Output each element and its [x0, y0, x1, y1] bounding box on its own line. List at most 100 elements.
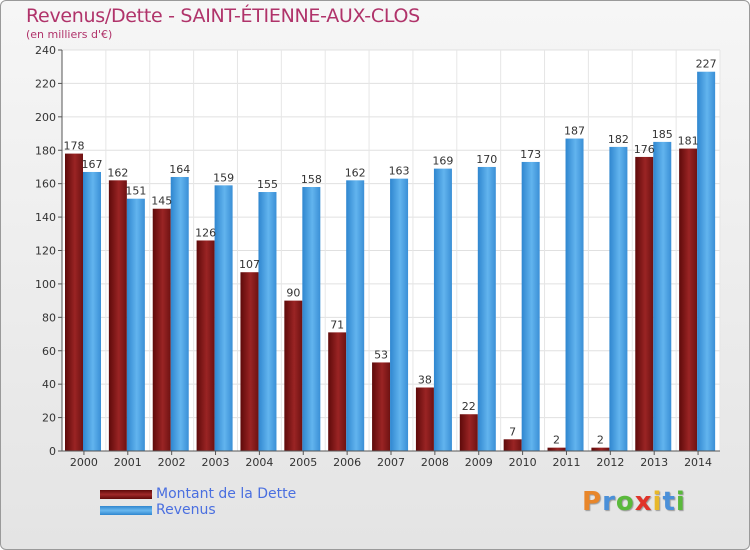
data-label-revenus: 158 [301, 173, 322, 186]
y-tick-label: 140 [35, 211, 56, 224]
x-tick-label: 2007 [377, 456, 405, 469]
data-label-dette: 107 [239, 258, 260, 271]
bar-revenus [433, 168, 452, 452]
y-tick-label: 100 [35, 278, 56, 291]
data-label-revenus: 169 [432, 155, 453, 168]
y-tick-label: 180 [35, 144, 56, 157]
y-tick-label: 160 [35, 178, 56, 191]
x-tick-label: 2014 [684, 456, 712, 469]
legend-swatch-dette [100, 490, 152, 499]
y-tick-label: 80 [42, 311, 56, 324]
legend-label-revenus: Revenus [156, 502, 216, 518]
chart-title: Revenus/Dette - SAINT-ÉTIENNE-AUX-CLOS [26, 5, 420, 27]
x-tick-label: 2006 [333, 456, 361, 469]
data-label-revenus: 173 [520, 148, 541, 161]
bar-dette [328, 332, 347, 451]
bar-revenus [390, 178, 409, 451]
data-label-revenus: 185 [652, 128, 673, 141]
bar-revenus [346, 180, 365, 451]
data-label-revenus: 182 [608, 133, 629, 146]
logo-letter: P [582, 487, 603, 517]
bar-revenus [83, 171, 101, 452]
chart-subtitle: (en milliers d'€) [26, 28, 113, 41]
logo-letter: r [602, 487, 616, 517]
bar-dette [679, 148, 698, 451]
bar-dette [372, 362, 391, 451]
logo-letter: x [634, 487, 653, 517]
y-tick-label: 40 [42, 378, 56, 391]
bar-revenus [126, 198, 145, 451]
data-label-revenus: 227 [696, 58, 717, 71]
x-tick-label: 2005 [289, 456, 317, 469]
data-label-revenus: 162 [345, 166, 366, 179]
data-label-dette: 22 [462, 400, 476, 413]
y-tick-label: 220 [35, 77, 56, 90]
bar-revenus [521, 161, 540, 451]
x-tick-label: 2008 [421, 456, 449, 469]
y-tick-label: 120 [35, 245, 56, 258]
bar-dette [591, 447, 610, 451]
data-label-revenus: 164 [169, 163, 190, 176]
data-label-dette: 178 [64, 140, 85, 153]
data-label-dette: 2 [597, 434, 604, 447]
x-tick-label: 2012 [596, 456, 624, 469]
bar-revenus [258, 192, 277, 452]
bar-dette [196, 240, 215, 451]
bar-revenus [653, 141, 672, 452]
bar-dette [108, 180, 127, 451]
bar-dette [284, 300, 303, 451]
data-label-dette: 7 [509, 425, 516, 438]
data-label-dette: 71 [330, 318, 344, 331]
data-label-dette: 2 [553, 434, 560, 447]
y-tick-label: 0 [49, 445, 56, 458]
legend-swatch-revenus [100, 506, 152, 515]
x-tick-label: 2009 [465, 456, 493, 469]
x-tick-label: 2002 [158, 456, 186, 469]
bar-dette [415, 387, 434, 451]
data-label-dette: 145 [151, 195, 172, 208]
bar-revenus [477, 166, 496, 452]
x-tick-label: 2001 [114, 456, 142, 469]
data-label-revenus: 187 [564, 125, 585, 138]
bar-revenus [609, 146, 628, 452]
logo-letter: t [662, 487, 676, 517]
bar-dette [635, 156, 654, 451]
data-label-dette: 176 [634, 143, 655, 156]
bar-dette [459, 414, 478, 451]
data-label-dette: 126 [195, 226, 216, 239]
bar-revenus [214, 185, 233, 451]
bar-revenus [302, 187, 321, 451]
proxiti-logo: Proxiti [582, 487, 686, 517]
y-tick-label: 60 [42, 345, 56, 358]
bar-dette [547, 447, 566, 451]
logo-letter: i [675, 487, 686, 517]
y-tick-label: 200 [35, 111, 56, 124]
data-label-dette: 38 [418, 374, 432, 387]
x-tick-label: 2004 [245, 456, 273, 469]
bar-dette [152, 208, 171, 451]
data-label-revenus: 151 [125, 185, 146, 198]
data-label-revenus: 163 [389, 165, 410, 178]
bar-revenus [565, 138, 584, 451]
x-tick-label: 2000 [70, 456, 98, 469]
data-label-dette: 162 [107, 166, 128, 179]
bar-revenus [170, 176, 189, 451]
y-tick-label: 240 [35, 44, 56, 57]
data-label-dette: 90 [286, 287, 300, 300]
y-tick-label: 20 [42, 412, 56, 425]
bar-dette [240, 272, 259, 451]
data-label-revenus: 167 [82, 158, 103, 171]
x-tick-label: 2010 [509, 456, 537, 469]
data-label-dette: 181 [678, 135, 699, 148]
logo-letter: i [652, 487, 663, 517]
data-label-dette: 53 [374, 348, 388, 361]
legend-label-dette: Montant de la Dette [156, 486, 297, 502]
bar-dette [65, 153, 83, 451]
logo-letter: o [615, 487, 635, 517]
data-label-revenus: 155 [257, 178, 278, 191]
x-tick-label: 2013 [640, 456, 668, 469]
x-tick-label: 2003 [202, 456, 230, 469]
data-label-revenus: 170 [476, 153, 497, 166]
bar-dette [503, 439, 522, 451]
